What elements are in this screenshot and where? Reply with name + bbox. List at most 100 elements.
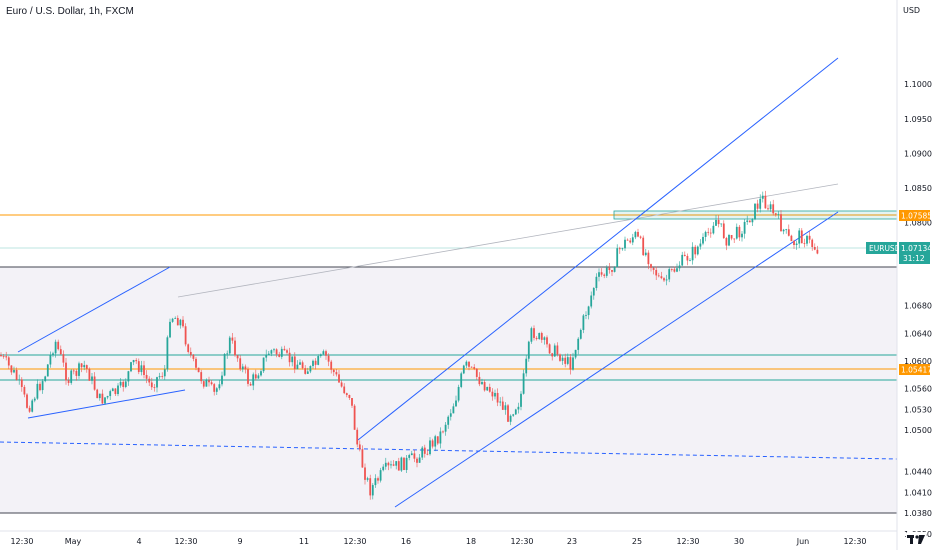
candle-body <box>418 457 421 463</box>
time-axis[interactable]: 12:30 May 4 12:30 9 11 12:30 16 18 12:30 23 25 12:30… <box>10 537 866 546</box>
candle-body <box>410 453 413 456</box>
candle-body <box>704 231 707 237</box>
candle-body <box>85 365 88 369</box>
candle-body <box>647 252 650 265</box>
candle-body <box>741 233 743 238</box>
candle-body <box>374 478 377 486</box>
candle-body <box>517 406 520 410</box>
candle-body <box>442 431 444 433</box>
channel-lower-line[interactable] <box>394 211 839 508</box>
candle-body <box>689 260 691 262</box>
candle-body <box>756 203 759 209</box>
candle-body <box>132 360 135 363</box>
candle-body <box>761 195 764 199</box>
tradingview-logo-icon[interactable] <box>906 532 926 546</box>
candle-body <box>439 431 442 444</box>
candle-body <box>720 223 723 225</box>
candle-body <box>543 337 546 340</box>
candle-body <box>608 267 611 271</box>
candle-body <box>527 341 530 359</box>
symbol-tag[interactable] <box>866 242 897 254</box>
candle-body <box>577 338 580 350</box>
price-tick-label: 1.06800 <box>904 302 932 311</box>
dashed-trendline[interactable] <box>0 441 898 460</box>
candle-body <box>379 470 382 481</box>
candle-body <box>395 461 398 466</box>
candle-body <box>189 351 192 355</box>
candle-body <box>657 275 660 277</box>
range-shading <box>0 267 897 513</box>
candle-body <box>738 226 741 238</box>
candle-body <box>780 214 782 232</box>
wedge-lower-line[interactable] <box>27 389 186 419</box>
candle-body <box>223 354 226 376</box>
candle-body <box>452 406 455 414</box>
candle-body <box>548 344 551 354</box>
time-tick-label: May <box>65 537 82 546</box>
candle-body <box>252 374 255 386</box>
candle-body <box>730 234 733 239</box>
price-tick-label: 1.10000 <box>904 80 932 89</box>
candle-body <box>319 354 322 357</box>
candle-body <box>696 246 699 255</box>
candle-body <box>699 243 702 247</box>
candle-body <box>457 386 460 401</box>
candle-body <box>595 276 598 289</box>
candlestick-series[interactable] <box>0 190 819 500</box>
candle-body <box>361 449 364 468</box>
candle-body <box>234 340 236 356</box>
price-axis[interactable]: 1.10000 1.09500 1.09000 1.08500 1.08000 1.068… <box>904 80 932 539</box>
candle-body <box>332 369 335 373</box>
candle-body <box>660 276 663 279</box>
candle-body <box>59 349 62 355</box>
candle-body <box>673 269 676 272</box>
candle-body <box>590 295 593 307</box>
candle-body <box>611 270 613 272</box>
candle-body <box>553 345 556 357</box>
candle-body <box>202 381 205 387</box>
candle-body <box>28 407 31 412</box>
candle-body <box>769 204 772 210</box>
candle-body <box>460 373 463 387</box>
candle-body <box>618 248 621 250</box>
candle-body <box>119 381 122 386</box>
candle-body <box>330 361 333 370</box>
candle-body <box>499 401 502 403</box>
time-tick-label: 12:30 <box>10 537 33 546</box>
candle-body <box>36 383 39 399</box>
candle-body <box>475 368 478 377</box>
candle-body <box>15 369 18 380</box>
candle-body <box>213 384 216 392</box>
candle-body <box>280 348 283 357</box>
candle-body <box>163 369 166 377</box>
candle-body <box>644 252 647 256</box>
candle-body <box>306 371 309 374</box>
candle-body <box>449 413 452 417</box>
candle-body <box>49 354 52 365</box>
candle-body <box>533 328 535 338</box>
candle-body <box>626 239 629 241</box>
candle-body <box>538 333 541 339</box>
chart-title: Euro / U.S. Dollar, 1h, FXCM <box>6 6 134 17</box>
candle-body <box>790 235 793 242</box>
candle-body <box>293 356 296 370</box>
candle-body <box>813 246 816 250</box>
candle-body <box>663 278 665 281</box>
candle-body <box>481 382 483 385</box>
candle-body <box>530 328 533 342</box>
candle-body <box>93 376 96 390</box>
channel-upper-line[interactable] <box>357 57 839 441</box>
candle-body <box>358 444 361 450</box>
candle-body <box>793 241 795 246</box>
candle-body <box>364 467 366 480</box>
gray-trendline[interactable] <box>177 183 839 298</box>
candle-body <box>205 380 208 387</box>
candle-body <box>431 440 434 447</box>
candle-body <box>707 231 710 233</box>
candle-body <box>397 461 400 471</box>
candle-body <box>787 229 790 236</box>
wedge-upper-line[interactable] <box>17 266 171 353</box>
candle-body <box>265 354 268 358</box>
candle-body <box>41 381 44 391</box>
